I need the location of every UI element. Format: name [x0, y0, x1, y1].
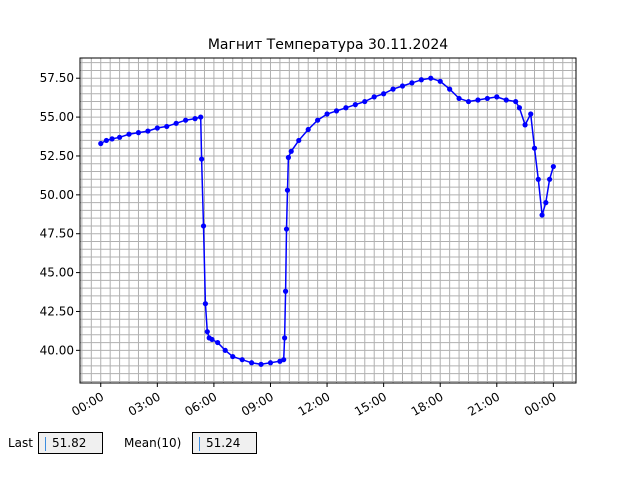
mean-label: Mean(10)	[124, 436, 182, 450]
data-point	[258, 361, 264, 367]
data-point	[109, 136, 115, 142]
data-point	[352, 102, 358, 108]
x-tick-label: 03:00	[126, 389, 163, 418]
data-point	[267, 360, 274, 366]
x-tick-label: 21:00	[465, 389, 502, 418]
data-point	[543, 200, 549, 206]
data-point	[296, 137, 302, 144]
data-point	[475, 97, 481, 103]
data-point	[528, 111, 534, 117]
data-point	[550, 163, 556, 170]
data-point	[494, 94, 500, 100]
data-point	[288, 148, 294, 154]
data-point	[428, 75, 434, 81]
data-point	[200, 223, 207, 229]
data-point	[204, 329, 210, 335]
mean-value-field[interactable]: 51.24	[192, 432, 257, 454]
y-tick-label: 40.00	[40, 343, 74, 357]
data-point	[522, 122, 528, 128]
x-tick-label: 12:00	[296, 389, 333, 418]
data-point	[513, 98, 519, 105]
data-point	[230, 353, 236, 360]
data-point	[282, 288, 289, 294]
data-point	[202, 301, 209, 307]
data-point	[135, 130, 142, 136]
data-point	[390, 86, 396, 92]
text-cursor	[45, 436, 46, 451]
y-tick-label: 47.50	[40, 227, 74, 241]
last-value-field[interactable]: 51.82	[38, 432, 103, 454]
data-point	[381, 91, 387, 97]
x-tick-label: 06:00	[182, 389, 219, 418]
y-tick-label: 52.50	[40, 149, 74, 163]
data-point	[343, 105, 349, 111]
y-tick-label: 50.00	[40, 188, 74, 202]
x-tick-label: 00:00	[522, 389, 559, 418]
text-cursor	[199, 436, 200, 451]
data-point	[284, 187, 291, 193]
y-tick-label: 42.50	[40, 304, 74, 318]
data-point	[437, 78, 443, 84]
x-tick-label: 09:00	[239, 389, 276, 418]
data-point	[192, 116, 198, 122]
data-point	[173, 120, 179, 126]
data-point	[199, 156, 205, 162]
x-tick-label: 00:00	[69, 389, 106, 418]
x-tick-label: 15:00	[352, 389, 389, 418]
data-point	[126, 131, 132, 137]
data-point	[484, 95, 490, 102]
last-value: 51.82	[52, 436, 87, 450]
data-point	[103, 137, 110, 144]
grid	[80, 58, 576, 383]
last-label: Last	[8, 436, 33, 450]
y-tick-label: 57.50	[40, 71, 74, 85]
data-point	[154, 125, 160, 131]
data-point	[222, 347, 228, 353]
data-point	[249, 360, 255, 366]
x-tick-label: 18:00	[409, 389, 446, 418]
data-point	[282, 335, 288, 341]
data-point	[98, 140, 104, 147]
data-point	[285, 154, 291, 161]
chart-title: Магнит Температура 30.11.2024	[208, 37, 448, 53]
data-point	[531, 145, 538, 151]
data-point	[447, 86, 453, 92]
data-point	[209, 336, 215, 343]
data-point	[315, 117, 321, 123]
data-point	[183, 117, 189, 123]
data-point	[305, 126, 311, 133]
data-point	[546, 176, 553, 182]
data-point	[399, 83, 406, 89]
data-point	[117, 134, 123, 140]
y-tick-label: 45.00	[40, 266, 74, 280]
y-tick-label: 55.00	[40, 110, 74, 124]
data-point	[198, 114, 204, 120]
plot-frame	[79, 57, 577, 384]
data-point	[503, 97, 509, 103]
data-point	[516, 105, 523, 111]
data-point	[535, 176, 541, 182]
data-point	[371, 94, 377, 100]
data-point	[239, 357, 245, 363]
series-layer	[98, 75, 556, 367]
data-point	[215, 339, 221, 346]
data-point	[283, 226, 290, 232]
data-point	[465, 98, 472, 105]
data-point	[164, 123, 170, 130]
data-point	[456, 95, 462, 102]
data-point	[281, 357, 287, 363]
data-point	[333, 108, 340, 114]
data-point	[145, 128, 151, 134]
data-point	[409, 80, 415, 86]
data-point	[324, 111, 330, 117]
data-point	[418, 77, 424, 83]
data-point	[362, 98, 368, 105]
mean-value: 51.24	[206, 436, 241, 450]
data-point	[539, 212, 545, 218]
